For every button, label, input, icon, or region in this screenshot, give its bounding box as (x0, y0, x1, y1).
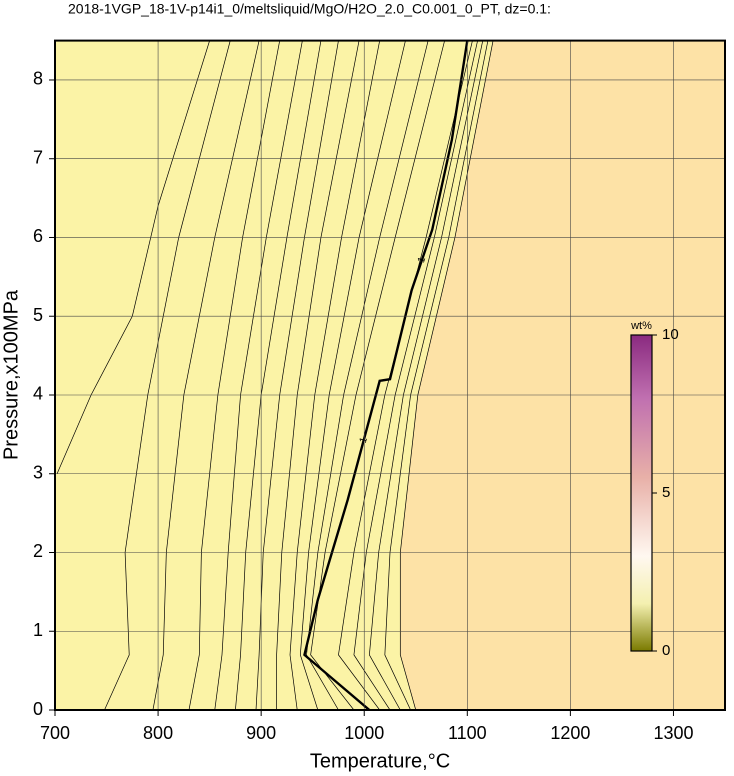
y-tick-label: 6 (33, 226, 43, 246)
contour-label: 1 (358, 436, 370, 445)
x-tick-label: 1200 (550, 723, 590, 743)
contour-line (303, 40, 469, 711)
colorbar-tick-label: 0 (662, 642, 670, 659)
plot: 11 (55, 40, 725, 711)
y-tick-label: 4 (33, 384, 43, 404)
colorbar-label: wt% (630, 320, 652, 332)
y-tick-label: 5 (33, 305, 43, 325)
y-axis-label: Pressure,x100MPa (0, 289, 22, 460)
frame (54, 39, 726, 712)
y-tick-label: 0 (33, 699, 43, 719)
x-axis-label: Temperature,°C (310, 750, 450, 772)
y-tick-label: 3 (33, 462, 43, 482)
x-tick-label: 900 (246, 723, 276, 743)
y-tick-label: 8 (33, 69, 43, 89)
colorbar-tick-label: 10 (662, 326, 679, 343)
x-tick-label: 800 (143, 723, 173, 743)
colorbar (630, 334, 653, 652)
y-tick-label: 1 (33, 620, 43, 640)
colorbar-tick-label: 5 (662, 484, 670, 501)
contour-label: 1 (416, 255, 428, 264)
y-tick-label: 7 (33, 147, 43, 167)
x-tick-label: 1100 (448, 723, 487, 743)
x-tick-label: 1300 (653, 723, 693, 743)
x-tick-label: 1000 (344, 723, 384, 743)
chart-title: 2018-1VGP_18-1V-p14i1_0/meltsliquid/MgO/… (68, 1, 551, 17)
x-tick-label: 700 (40, 723, 70, 743)
y-tick-label: 2 (33, 541, 43, 561)
